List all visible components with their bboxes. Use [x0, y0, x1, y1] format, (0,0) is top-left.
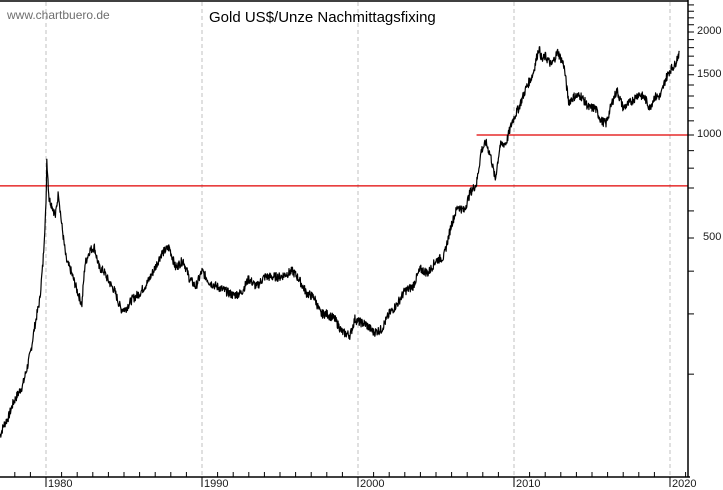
gold-price-line	[0, 46, 680, 438]
chart-title: Gold US$/Unze Nachmittagsfixing	[209, 9, 436, 26]
y-tick-label: 2000	[697, 25, 722, 37]
y-tick-label: 1500	[697, 67, 722, 80]
x-tick-label: 2000	[360, 478, 385, 490]
vertical-gridlines	[45, 2, 671, 477]
chart-axes	[0, 0, 694, 487]
x-tick-label: 1980	[48, 478, 73, 490]
watermark-text: www.chartbuero.de	[7, 8, 110, 22]
y-tick-label: 500	[703, 231, 722, 243]
x-tick-label: 2020	[672, 478, 697, 490]
horizontal-reference-lines	[0, 134, 688, 187]
x-tick-label: 2010	[516, 478, 541, 490]
x-tick-label: 1990	[204, 478, 229, 490]
y-tick-label: 1000	[697, 128, 722, 140]
